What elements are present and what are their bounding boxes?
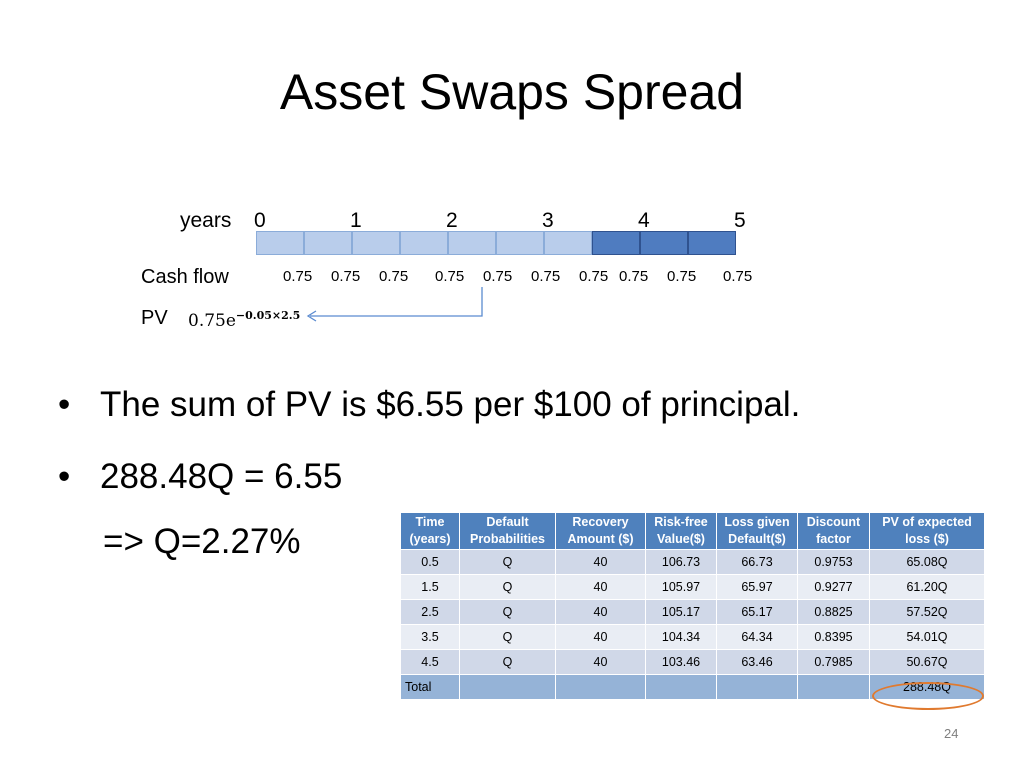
year-tick-2: 2 — [446, 209, 458, 232]
table-cell: 0.9753 — [797, 549, 870, 575]
bullet-text: The sum of PV is $6.55 per $100 of princ… — [100, 385, 801, 424]
table-cell: 1.5 — [400, 574, 460, 600]
table-cell: 3.5 — [400, 624, 460, 650]
pv-formula-exponent: −0.05×2.5 — [235, 309, 301, 322]
slide-title: Asset Swaps Spread — [279, 64, 745, 120]
table-cell: 105.97 — [645, 574, 717, 600]
table-cell: 0.5 — [400, 549, 460, 575]
timeline-segment — [496, 231, 544, 255]
cashflow-label: Cash flow — [141, 266, 229, 288]
result-line: => Q=2.27% — [103, 522, 301, 561]
year-tick-4: 4 — [638, 209, 650, 232]
table-cell: 0.8395 — [797, 624, 870, 650]
bullet-dot-icon: • — [58, 385, 71, 424]
expected-loss-table: Time (years) Default Probabilities Recover… — [400, 512, 985, 700]
table-cell: 65.08Q — [869, 549, 985, 575]
table-cell: 65.97 — [716, 574, 798, 600]
timeline-segment — [304, 231, 352, 255]
table-cell: 0.9277 — [797, 574, 870, 600]
cashflow-value: 0.75 — [619, 268, 649, 285]
table-cell — [797, 674, 870, 700]
cashflow-value: 0.75 — [579, 268, 609, 285]
years-label: years — [180, 209, 232, 232]
cashflow-value: 0.75 — [379, 268, 409, 285]
table-cell: 105.17 — [645, 599, 717, 625]
timeline-segment — [544, 231, 592, 255]
table-cell: 66.73 — [716, 549, 798, 575]
timeline-segment — [448, 231, 496, 255]
column-header: Recovery Amount ($) — [555, 512, 646, 550]
table-cell: 63.46 — [716, 649, 798, 675]
table-cell: Q — [459, 549, 556, 575]
table-cell: 0.7985 — [797, 649, 870, 675]
table-row: 3.5 Q 40 104.34 64.34 0.8395 54.01Q — [400, 624, 985, 650]
year-tick-0: 0 — [254, 209, 266, 232]
table-cell: 54.01Q — [869, 624, 985, 650]
table-cell: 2.5 — [400, 599, 460, 625]
pv-formula-base: 0.75e — [188, 311, 236, 331]
table-cell: 4.5 — [400, 649, 460, 675]
timeline-segment — [640, 231, 688, 255]
table-cell — [716, 674, 798, 700]
table-cell: 40 — [555, 624, 646, 650]
total-highlight-ellipse — [872, 682, 984, 710]
table-cell: 40 — [555, 574, 646, 600]
table-cell: 103.46 — [645, 649, 717, 675]
year-tick-1: 1 — [350, 209, 362, 232]
cashflow-value: 0.75 — [435, 268, 465, 285]
table-cell: Q — [459, 574, 556, 600]
table-cell: 40 — [555, 599, 646, 625]
column-header: Risk-free Value($) — [645, 512, 717, 550]
timeline-segment — [256, 231, 304, 255]
total-label: Total — [400, 674, 460, 700]
cashflow-value: 0.75 — [667, 268, 697, 285]
cashflow-value: 0.75 — [483, 268, 513, 285]
table-cell — [645, 674, 717, 700]
cashflow-value: 0.75 — [331, 268, 361, 285]
table-cell: Q — [459, 649, 556, 675]
table-cell: 104.34 — [645, 624, 717, 650]
timeline-segment — [688, 231, 736, 255]
bullet-text: 288.48Q = 6.55 — [100, 457, 343, 496]
column-header: Default Probabilities — [459, 512, 556, 550]
table-header-row: Time (years) Default Probabilities Recover… — [400, 512, 985, 550]
table-cell: 50.67Q — [869, 649, 985, 675]
column-header: Discount factor — [797, 512, 870, 550]
table-total-row: Total 288.48Q — [400, 674, 985, 700]
timeline-segment — [592, 231, 640, 255]
year-tick-3: 3 — [542, 209, 554, 232]
table-row: 2.5 Q 40 105.17 65.17 0.8825 57.52Q — [400, 599, 985, 625]
table-cell: 57.52Q — [869, 599, 985, 625]
table-cell — [459, 674, 556, 700]
table-row: 1.5 Q 40 105.97 65.97 0.9277 61.20Q — [400, 574, 985, 600]
table-cell: 64.34 — [716, 624, 798, 650]
page-number: 24 — [944, 726, 959, 741]
pv-label: PV — [141, 307, 168, 329]
cashflow-value: 0.75 — [723, 268, 753, 285]
table-cell: 0.8825 — [797, 599, 870, 625]
timeline-segment — [400, 231, 448, 255]
table-cell: 65.17 — [716, 599, 798, 625]
column-header: PV of expected loss ($) — [869, 512, 985, 550]
table-row: 0.5 Q 40 106.73 66.73 0.9753 65.08Q — [400, 549, 985, 575]
year-tick-5: 5 — [734, 209, 746, 232]
column-header: Loss given Default($) — [716, 512, 798, 550]
table-cell — [555, 674, 646, 700]
table-cell: 40 — [555, 549, 646, 575]
bullet-dot-icon: • — [58, 457, 71, 496]
table-cell: 40 — [555, 649, 646, 675]
timeline-bar — [256, 231, 736, 255]
pv-formula: 0.75e−0.05×2.5 — [188, 305, 300, 332]
table-row: 4.5 Q 40 103.46 63.46 0.7985 50.67Q — [400, 649, 985, 675]
column-header: Time (years) — [400, 512, 460, 550]
table-cell: Q — [459, 599, 556, 625]
cashflow-value: 0.75 — [283, 268, 313, 285]
table-cell: 106.73 — [645, 549, 717, 575]
table-cell: Q — [459, 624, 556, 650]
table-cell: 61.20Q — [869, 574, 985, 600]
timeline-segment — [352, 231, 400, 255]
cashflow-value: 0.75 — [531, 268, 561, 285]
